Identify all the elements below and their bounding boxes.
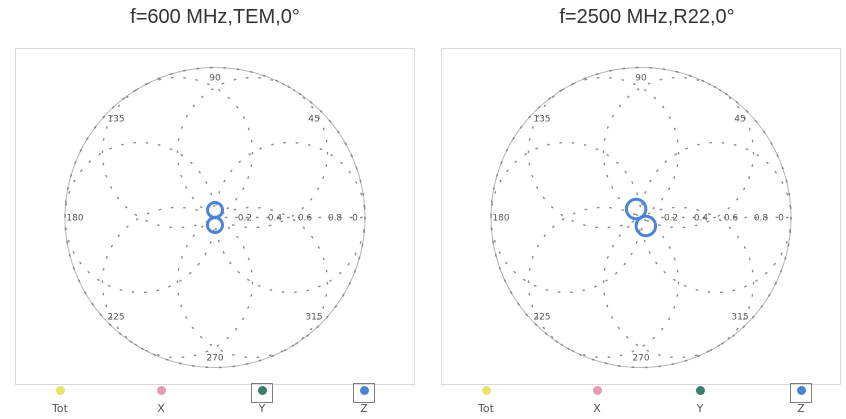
series-z-lobe bbox=[634, 214, 658, 238]
legend-item-y[interactable]: Y bbox=[685, 383, 715, 415]
angle-tick-label: 225 bbox=[107, 312, 124, 322]
polar-grid-petal bbox=[602, 206, 755, 359]
legend-item-y[interactable]: Y bbox=[247, 383, 277, 415]
legend-1: Tot X Y Z bbox=[15, 383, 413, 417]
legend-selection-box-z bbox=[790, 383, 812, 403]
polar-grid-petal bbox=[490, 141, 642, 294]
legend-label-z: Z bbox=[360, 402, 368, 415]
chart-title-2: f=2500 MHz,R22,0° bbox=[559, 6, 735, 28]
legend-label-x: X bbox=[593, 402, 601, 415]
radial-tick-label: 0.8 bbox=[328, 214, 343, 224]
polar-grid-petal bbox=[527, 76, 680, 229]
angle-tick-label: 315 bbox=[731, 312, 748, 322]
legend-swatch-y bbox=[695, 386, 705, 395]
legend-selection-box-z bbox=[353, 383, 375, 403]
angle-tick-label: 135 bbox=[533, 115, 550, 125]
legend-swatch-z bbox=[796, 386, 806, 395]
radial-tick-label: 0.2 bbox=[664, 214, 678, 224]
angle-tick-label: 270 bbox=[632, 354, 649, 364]
angle-tick-label: 45 bbox=[308, 115, 319, 125]
legend-2: Tot X Y Z bbox=[441, 383, 839, 417]
legend-item-z[interactable]: Z bbox=[349, 383, 379, 415]
legend-swatch-z bbox=[359, 386, 369, 395]
polar-panel-2: 90 135 180 225 270 315 0 45 0.2 0.4 0.6 0.8 bbox=[441, 48, 841, 385]
legend-label-tot: Tot bbox=[52, 402, 68, 415]
legend-selection-box-y bbox=[251, 383, 273, 403]
legend-item-z[interactable]: Z bbox=[786, 383, 816, 415]
legend-item-tot[interactable]: Tot bbox=[471, 383, 501, 415]
polar-grid-petal bbox=[101, 206, 254, 359]
angle-tick-label: 180 bbox=[492, 214, 509, 224]
legend-swatch-tot bbox=[481, 386, 491, 395]
polar-grid-petal bbox=[602, 76, 755, 229]
legend-swatch-x bbox=[592, 386, 602, 395]
polar-grid-petal bbox=[101, 76, 254, 229]
angle-tick-label: 315 bbox=[305, 312, 322, 322]
polar-grid-petal bbox=[527, 206, 680, 359]
series-z-lobe bbox=[206, 216, 224, 234]
chart-title-1: f=600 MHz,TEM,0° bbox=[130, 6, 300, 28]
legend-item-tot[interactable]: Tot bbox=[45, 383, 75, 415]
angle-tick-label: 0 bbox=[352, 214, 358, 224]
legend-item-x[interactable]: X bbox=[582, 383, 612, 415]
angle-tick-label: 45 bbox=[734, 115, 745, 125]
polar-grid-petal bbox=[176, 206, 329, 359]
legend-swatch-x bbox=[156, 386, 166, 395]
series-z-lobe bbox=[624, 197, 648, 221]
polar-grid-petal bbox=[64, 141, 216, 294]
angle-tick-label: 135 bbox=[107, 115, 124, 125]
polar-grid-petal bbox=[176, 76, 329, 229]
polar-panel-1: 90 135 180 225 270 315 0 45 0.2 0.4 0.6 0.8 bbox=[15, 48, 415, 385]
legend-label-tot: Tot bbox=[478, 402, 494, 415]
legend-swatch-y bbox=[257, 386, 267, 395]
angle-tick-label: 225 bbox=[533, 312, 550, 322]
angle-tick-label: 180 bbox=[66, 214, 83, 224]
legend-label-z: Z bbox=[797, 402, 805, 415]
radial-tick-label: 0.6 bbox=[298, 214, 313, 224]
radial-tick-label: 0.2 bbox=[238, 214, 252, 224]
radial-tick-label: 0.8 bbox=[754, 214, 769, 224]
legend-label-x: X bbox=[157, 402, 165, 415]
radial-tick-label: 0.4 bbox=[268, 214, 283, 224]
angle-tick-label: 90 bbox=[209, 74, 221, 84]
angle-tick-label: 90 bbox=[635, 74, 647, 84]
polar-plot-1: 90 135 180 225 270 315 0 45 0.2 0.4 0.6 0.8 bbox=[64, 66, 366, 369]
legend-swatch-tot bbox=[55, 386, 65, 395]
angle-tick-label: 0 bbox=[778, 214, 784, 224]
polar-plot-2: 90 135 180 225 270 315 0 45 0.2 0.4 0.6 0.8 bbox=[490, 66, 792, 369]
radial-tick-label: 0.4 bbox=[694, 214, 709, 224]
legend-item-x[interactable]: X bbox=[146, 383, 176, 415]
legend-label-y: Y bbox=[258, 402, 266, 415]
legend-label-y: Y bbox=[696, 402, 704, 415]
angle-tick-label: 270 bbox=[206, 354, 223, 364]
radial-tick-label: 0.6 bbox=[724, 214, 739, 224]
